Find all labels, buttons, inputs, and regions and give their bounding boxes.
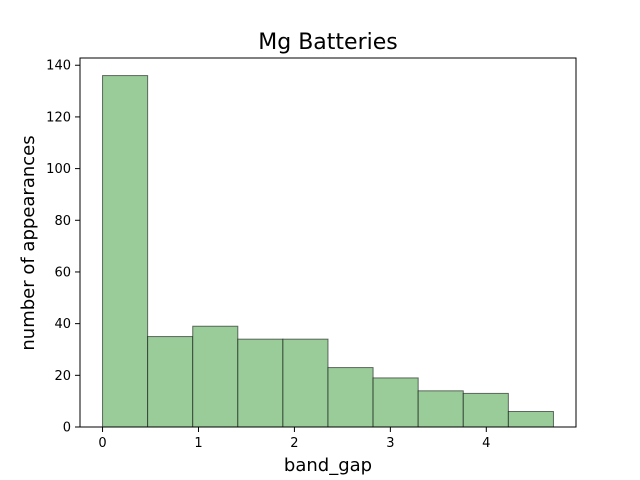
y-tick-label: 100 [46, 162, 71, 177]
histogram-bar [282, 338, 329, 428]
x-axis-ticks: 0 1 2 3 4 [98, 427, 490, 451]
histogram-bar [507, 410, 554, 428]
x-tick-label: 3 [386, 436, 394, 451]
bars-group [102, 75, 554, 428]
y-axis-ticks: 0 20 40 60 80 100 120 140 [46, 59, 80, 436]
x-tick-label: 4 [482, 436, 490, 451]
x-axis-label: band_gap [284, 455, 372, 476]
y-tick-label: 140 [46, 59, 71, 74]
x-tick-label: 1 [194, 436, 202, 451]
histogram-bar [327, 367, 374, 428]
histogram-bar [237, 338, 284, 428]
histogram-bar [462, 392, 509, 428]
y-tick-label: 0 [63, 421, 71, 436]
y-tick-label: 80 [54, 214, 71, 229]
plot-frame [79, 57, 577, 428]
histogram-bar [147, 336, 194, 428]
chart-title: Mg Batteries [258, 30, 397, 55]
histogram-bar [372, 377, 419, 428]
y-tick-label: 60 [54, 265, 71, 280]
histogram-bar [192, 325, 239, 428]
y-axis-label: number of appearances [18, 135, 39, 350]
histogram-bar [102, 75, 149, 428]
x-tick-label: 0 [98, 436, 106, 451]
x-tick-label: 2 [290, 436, 298, 451]
histogram-bar [417, 390, 464, 428]
y-tick-label: 40 [54, 317, 71, 332]
y-tick-label: 20 [54, 369, 71, 384]
y-tick-label: 120 [46, 110, 71, 125]
